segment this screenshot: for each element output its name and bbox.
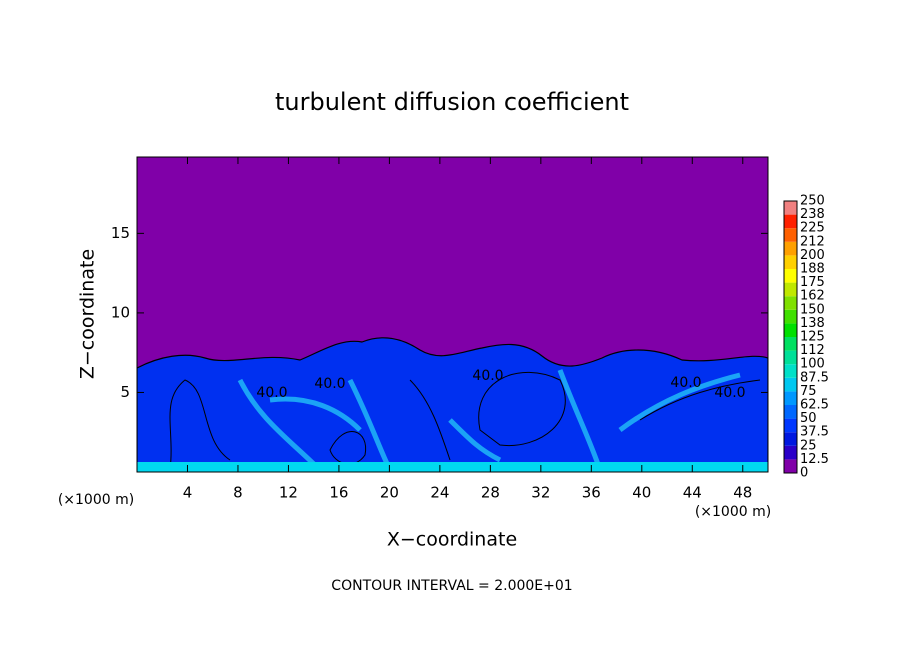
colorbar-label: 37.5 <box>800 425 829 440</box>
colorbar-label: 75 <box>800 384 817 399</box>
x-tick-label: 32 <box>531 484 550 502</box>
x-tick-label: 28 <box>481 484 500 502</box>
x-tick-label: 40 <box>632 484 651 502</box>
x-tick-label: 16 <box>329 484 348 502</box>
colorbar-label: 150 <box>800 302 825 317</box>
contour-label: 40.0 <box>314 376 345 392</box>
field-region <box>137 337 768 472</box>
colorbar-label: 188 <box>800 262 825 277</box>
colorbar-bin <box>784 418 797 433</box>
x-tick-label: 20 <box>380 484 399 502</box>
contour-label: 40.0 <box>256 385 287 401</box>
colorbar-bin <box>784 364 797 378</box>
colorbar-bin <box>784 255 797 269</box>
footnote: CONTOUR INTERVAL = 2.000E+01 <box>331 578 572 594</box>
colorbar-label: 138 <box>800 316 825 331</box>
colorbar-label: 225 <box>800 221 825 236</box>
colorbar-bin <box>784 296 797 310</box>
colorbar-label: 87.5 <box>800 370 829 385</box>
colorbar-label: 0 <box>800 466 808 481</box>
colorbar-bin <box>784 309 797 324</box>
plot-frame <box>136 156 769 473</box>
colorbar-bin <box>784 201 797 215</box>
colorbar-label: 212 <box>800 234 825 249</box>
contour-lines <box>169 371 761 471</box>
x-tick-label: 36 <box>582 484 601 502</box>
x-axis-unit: (×1000 m) <box>695 504 771 520</box>
colorbar-label: 200 <box>800 248 825 263</box>
colorbar-bin <box>784 269 797 283</box>
colorbar-label: 112 <box>800 343 825 358</box>
colorbar-bin <box>784 432 797 446</box>
colorbar-label: 100 <box>800 357 825 372</box>
colorbar-bin <box>784 228 797 242</box>
chart-title: turbulent diffusion coefficient <box>275 88 629 116</box>
x-tick-label: 24 <box>430 484 449 502</box>
colorbar-bin <box>784 391 797 405</box>
y-tick-label: 5 <box>120 383 130 401</box>
y-axis-label: Z−coordinate <box>77 249 99 379</box>
colorbar-label: 238 <box>800 207 825 222</box>
colorbar-bin <box>784 282 797 297</box>
colorbar-label: 250 <box>800 194 825 209</box>
colorbar-label: 175 <box>800 275 825 290</box>
contour-label: 40.0 <box>714 385 745 401</box>
x-tick-label: 12 <box>279 484 298 502</box>
field <box>137 157 768 472</box>
x-tick-label: 48 <box>733 484 752 502</box>
colorbar-label: 162 <box>800 289 825 304</box>
colorbar-bin <box>784 377 797 392</box>
x-axis-label: X−coordinate <box>387 529 517 551</box>
colorbar-bin <box>784 459 797 473</box>
field-bottom-layer <box>137 462 768 472</box>
colorbar-label: 125 <box>800 330 825 345</box>
colorbar-frame <box>783 200 798 474</box>
colorbar-bin <box>784 445 797 460</box>
colorbar-bin <box>784 350 797 365</box>
colorbar-label: 62.5 <box>800 398 829 413</box>
y-axis-unit: (×1000 m) <box>58 492 134 508</box>
contour-label: 40.0 <box>472 368 503 384</box>
colorbar-label: 25 <box>800 438 817 453</box>
y-tick-label: 15 <box>111 224 130 242</box>
colorbar-bin <box>784 214 797 229</box>
colorbar-bin <box>784 337 797 351</box>
colorbar-label: 12.5 <box>800 452 829 467</box>
x-tick-label: 8 <box>233 484 243 502</box>
y-tick-label: 10 <box>111 303 130 321</box>
colorbar-bin <box>784 323 797 337</box>
colorbar-bin <box>784 405 797 419</box>
colorbar-bin <box>784 241 797 256</box>
x-tick-label: 4 <box>183 484 193 502</box>
x-tick-label: 44 <box>683 484 702 502</box>
colorbar-label: 50 <box>800 411 817 426</box>
contour-label: 40.0 <box>670 375 701 391</box>
